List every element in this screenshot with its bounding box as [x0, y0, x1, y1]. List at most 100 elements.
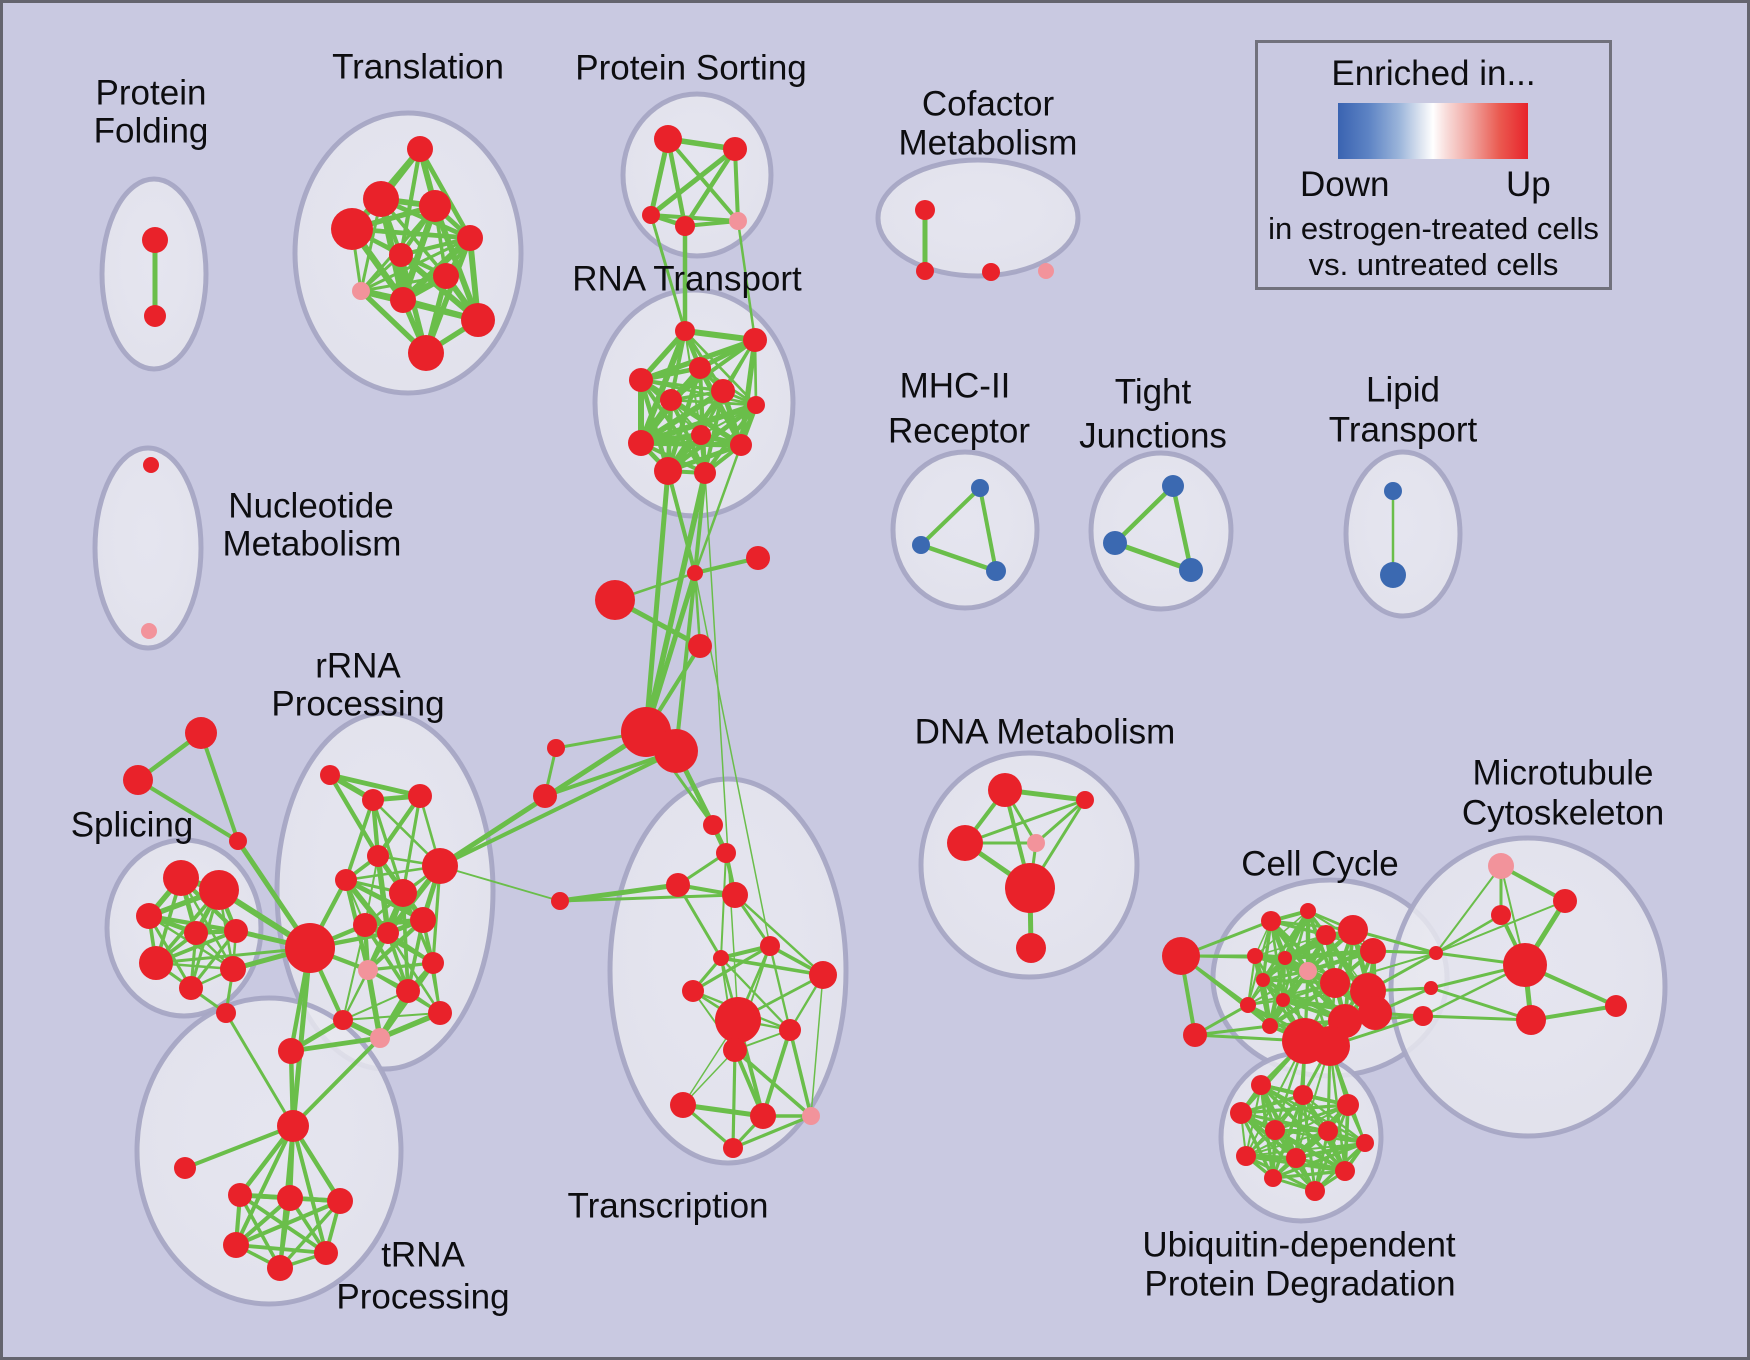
- node-sp3: [184, 921, 208, 945]
- node-ub11: [1305, 1181, 1325, 1201]
- node-cf3: [1038, 263, 1054, 279]
- edge: [544, 749, 677, 798]
- node-rr14: [333, 1010, 353, 1030]
- edge: [1284, 948, 1374, 961]
- edge: [666, 470, 697, 574]
- edge: [1170, 485, 1194, 571]
- cluster-label: Cell Cycle: [1241, 845, 1399, 884]
- edge: [643, 470, 671, 733]
- node-tn3: [277, 1185, 303, 1211]
- cluster-label: DNA Metabolism: [915, 713, 1176, 752]
- edge: [376, 794, 422, 858]
- legend-title: Enriched in...: [1331, 54, 1536, 93]
- node-dm1: [1076, 791, 1094, 809]
- edge: [342, 1012, 441, 1021]
- edge: [1430, 986, 1532, 1022]
- edge: [788, 1029, 813, 1117]
- edge: [1194, 1024, 1271, 1037]
- edge: [234, 1125, 295, 1246]
- legend-up-label: Up: [1506, 165, 1551, 204]
- node-rr11: [396, 979, 420, 1003]
- node-mh1: [912, 536, 930, 554]
- edge: [365, 969, 383, 1039]
- node-cc7: [1247, 948, 1263, 964]
- node-ps3: [675, 216, 695, 236]
- edge: [643, 572, 698, 733]
- node-rt11: [694, 462, 716, 484]
- edge: [1334, 952, 1437, 984]
- edge: [640, 378, 757, 407]
- edge: [665, 367, 703, 472]
- edge: [155, 946, 311, 965]
- node-cc13: [1240, 997, 1256, 1013]
- node-cn2: [595, 580, 635, 620]
- node-cn7: [533, 784, 557, 808]
- edge: [189, 930, 238, 989]
- node-mt3: [1503, 943, 1547, 987]
- cluster-label: Translation: [332, 48, 504, 87]
- legend-color-gradient-bar: [1338, 103, 1528, 159]
- node-tj2: [1179, 558, 1203, 582]
- edge: [703, 403, 758, 475]
- node-rt5: [711, 379, 735, 403]
- node-rt8: [628, 430, 654, 456]
- edge: [643, 472, 708, 733]
- edge: [682, 1102, 764, 1119]
- node-cc15: [1358, 996, 1392, 1030]
- edge: [978, 487, 998, 572]
- edge: [136, 778, 240, 843]
- edge: [674, 572, 697, 752]
- node-st2: [229, 832, 247, 850]
- node-tc7: [670, 1092, 696, 1118]
- edge: [1435, 913, 1502, 955]
- node-pf0: [142, 227, 168, 253]
- edge: [184, 1124, 294, 1170]
- node-cc9: [1299, 962, 1317, 980]
- node-st0: [185, 717, 217, 749]
- edge: [683, 147, 737, 228]
- edge: [1272, 1169, 1346, 1180]
- edge: [720, 852, 727, 959]
- node-ub9: [1335, 1161, 1355, 1181]
- node-tr7: [352, 282, 370, 300]
- cluster-label: RNA Transport: [572, 260, 802, 299]
- node-tn2: [228, 1183, 252, 1207]
- edge: [1328, 1045, 1347, 1172]
- edge: [693, 444, 743, 574]
- legend-down-label: Down: [1300, 165, 1390, 204]
- edge: [1261, 910, 1310, 981]
- node-rr8: [377, 922, 399, 944]
- node-tn4: [327, 1188, 353, 1214]
- node-tr8: [390, 287, 416, 313]
- node-cf2: [982, 263, 1000, 281]
- edge: [666, 137, 740, 223]
- node-cc0: [1162, 937, 1200, 975]
- edge: [649, 147, 737, 217]
- node-mt5: [1605, 995, 1627, 1017]
- cluster-label: Lipid: [1366, 371, 1440, 410]
- edge: [1274, 1128, 1346, 1173]
- edge: [1240, 1111, 1366, 1145]
- edge: [640, 440, 742, 448]
- node-rr16: [278, 1038, 304, 1064]
- node-rr1: [362, 789, 384, 811]
- node-cc19: [1310, 1026, 1350, 1066]
- edge: [559, 893, 736, 903]
- node-dm3: [1027, 834, 1045, 852]
- node-cc6: [1360, 938, 1386, 964]
- edge: [1035, 798, 1086, 845]
- edge: [439, 749, 677, 868]
- edge: [328, 773, 380, 858]
- edge: [638, 329, 688, 445]
- node-rt4: [660, 389, 682, 411]
- node-rr10: [358, 960, 378, 980]
- edge: [693, 472, 707, 574]
- edge: [703, 390, 725, 474]
- node-cc10: [1320, 968, 1350, 998]
- node-tn6: [314, 1241, 338, 1265]
- node-lp0: [1384, 482, 1402, 500]
- node-ps4: [729, 212, 747, 230]
- node-pf1: [144, 305, 166, 327]
- edge: [1245, 1130, 1329, 1157]
